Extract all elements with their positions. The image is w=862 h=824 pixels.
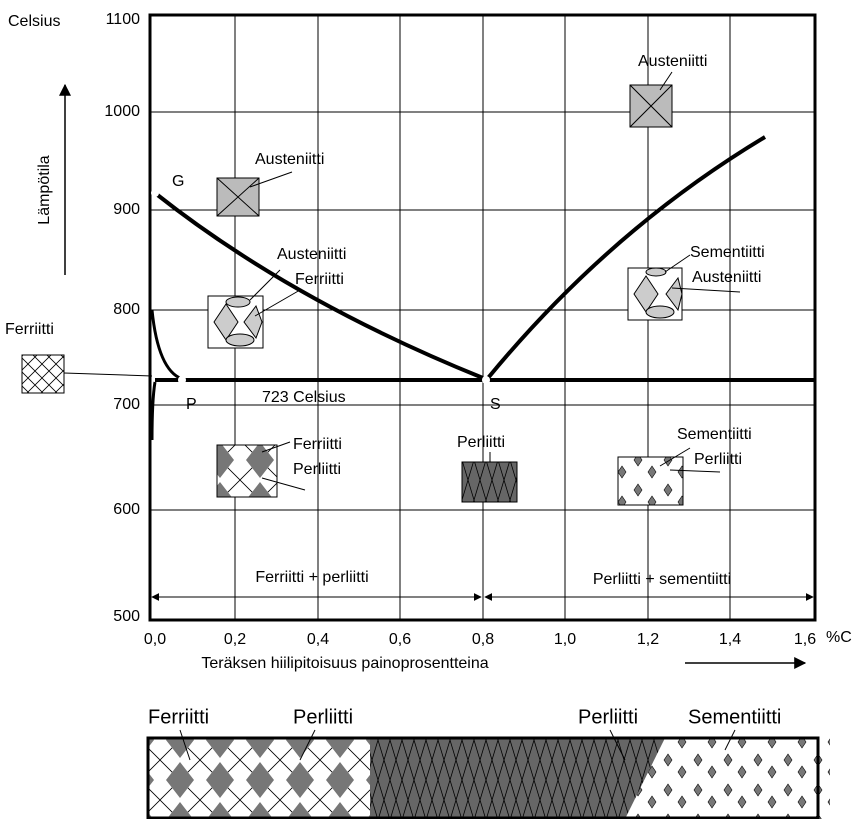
y-tick-label: 600 xyxy=(113,501,140,518)
annotation: Ferriitti xyxy=(295,271,344,288)
y-tick-label: 700 xyxy=(113,396,140,413)
strip-label: Perliitti xyxy=(578,706,638,728)
annotation: Perliitti xyxy=(457,434,505,451)
point-g xyxy=(151,189,159,197)
x-tick-label: 0,6 xyxy=(389,631,411,648)
y-axis-title: Celsius xyxy=(8,13,60,30)
annotation: Sementiitti xyxy=(690,244,765,261)
annotation: Austeniitti xyxy=(277,246,346,263)
y-tick-label: 1100 xyxy=(106,11,141,28)
point-label: G xyxy=(172,173,184,190)
point-label: S xyxy=(490,396,501,413)
x-tick-label: 1,0 xyxy=(554,631,576,648)
annotation: Austeniitti xyxy=(255,151,324,168)
y-tick-label: 500 xyxy=(113,608,140,625)
icons xyxy=(22,72,740,505)
y-tick-label: 900 xyxy=(113,201,140,218)
region-label: Ferriitti + perliitti xyxy=(255,569,368,586)
annotation: Austeniitti xyxy=(638,53,707,70)
diagram: Celsius Lämpötila Teräksen hiilipitoisuu… xyxy=(0,0,862,819)
x-axis-label: Teräksen hiilipitoisuus painoprosenttein… xyxy=(201,655,488,672)
strip-label: Perliitti xyxy=(293,706,353,728)
strip-label: Sementiitti xyxy=(688,706,781,728)
x-tick-label: 0,2 xyxy=(224,631,246,648)
x-tick-label: 1,4 xyxy=(719,631,741,648)
strip xyxy=(148,730,830,819)
annotation: Ferriitti xyxy=(5,321,54,338)
annotation: Perliitti xyxy=(293,461,341,478)
x-tick-label: 0,4 xyxy=(307,631,329,648)
x-tick-label: 1,2 xyxy=(637,631,659,648)
annotation: Perliitti xyxy=(694,451,742,468)
region-label: Perliitti + sementiitti xyxy=(593,571,731,588)
line-label: 723 Celsius xyxy=(262,389,346,406)
x-tick-label: 0,8 xyxy=(472,631,494,648)
point-label: P xyxy=(186,396,197,413)
x-tick-label: 1,6 xyxy=(794,631,816,648)
strip-label: Ferriitti xyxy=(148,706,209,728)
y-tick-label: 1000 xyxy=(104,103,140,120)
y-axis-label: Lämpötila xyxy=(36,155,53,224)
annotation: Austeniitti xyxy=(692,269,761,286)
x-tick-label: 0,0 xyxy=(144,631,166,648)
y-tick-label: 800 xyxy=(113,301,140,318)
point-p xyxy=(178,376,186,384)
annotation: Sementiitti xyxy=(677,426,752,443)
point-s xyxy=(482,376,490,384)
x-axis-unit: %C xyxy=(826,629,852,646)
annotation: Ferriitti xyxy=(293,436,342,453)
